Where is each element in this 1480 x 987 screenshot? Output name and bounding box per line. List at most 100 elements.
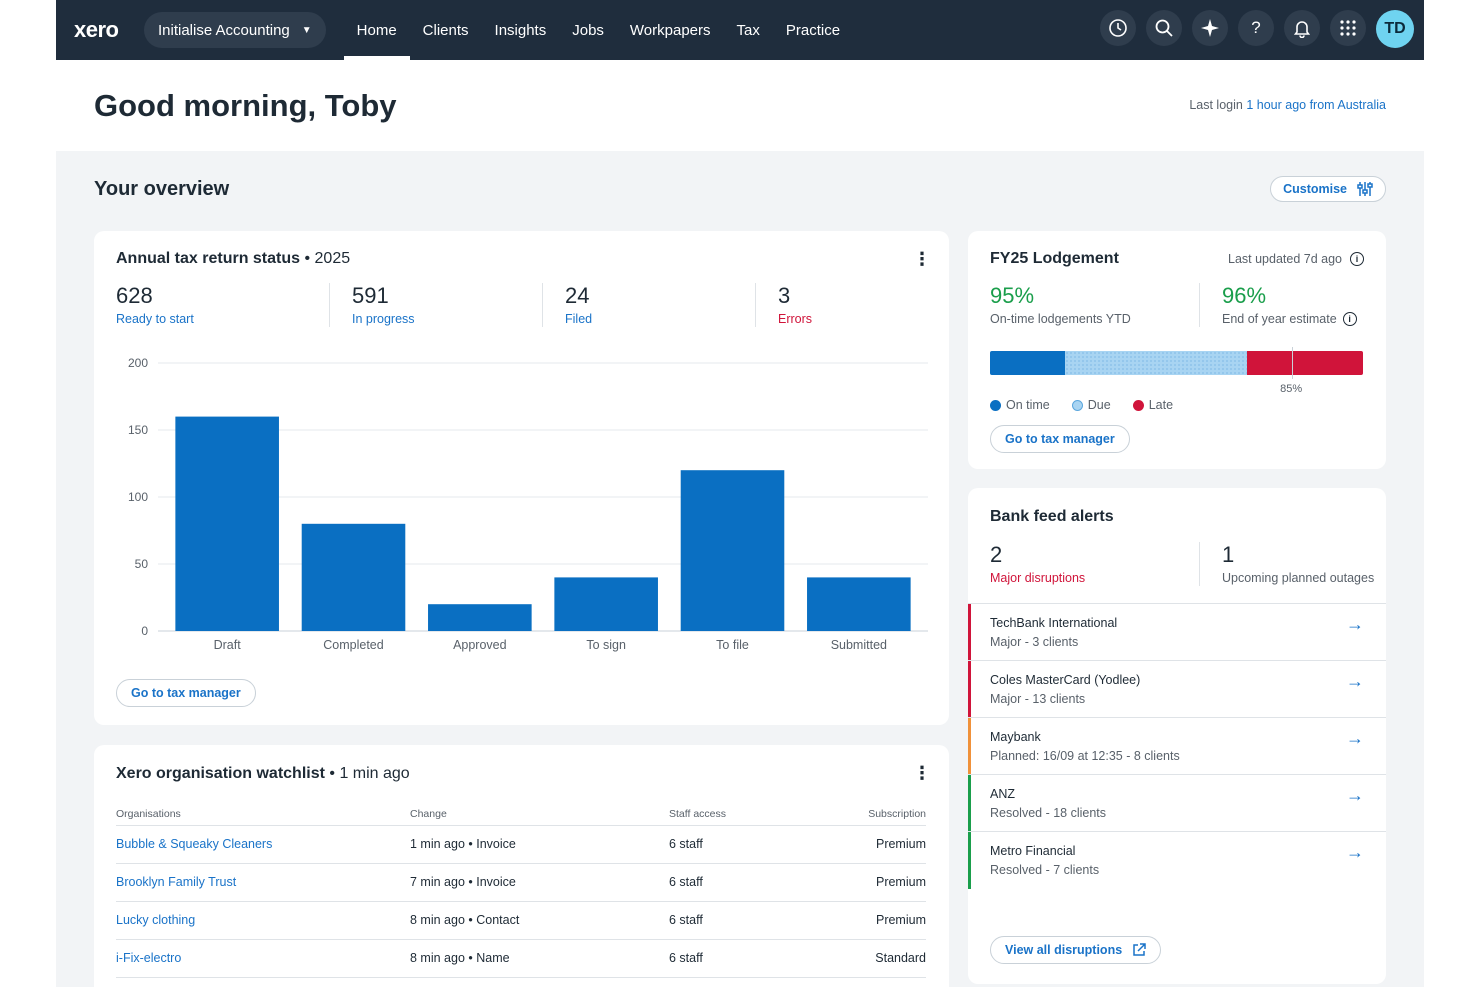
annual-more-icon[interactable]: ⋮ (913, 249, 931, 269)
col-change[interactable]: Change (410, 803, 669, 826)
legend-label: Due (1087, 398, 1111, 412)
list-item[interactable]: Maybank Planned: 16/09 at 12:35 - 8 clie… (968, 717, 1386, 775)
info-icon[interactable]: i (1342, 312, 1357, 326)
bar-draft[interactable] (175, 416, 279, 631)
bank-meta: Resolved - 18 clients (990, 806, 1107, 820)
col-subscription[interactable]: Subscription (809, 803, 926, 826)
list-item[interactable]: Coles MasterCard (Yodlee) Major - 13 cli… (968, 660, 1386, 718)
target-marker (1292, 347, 1294, 379)
tax-status-bar-chart: 0 50 100 150 200 Draft Completed Approved To sig… (128, 356, 928, 652)
bank-meta: Major - 13 clients (990, 692, 1086, 706)
bar-submitted[interactable] (807, 577, 911, 631)
tab-jobs[interactable]: Jobs (572, 21, 604, 39)
stat-planned-outages[interactable]: 1 Upcoming planned outages (1199, 542, 1408, 586)
x-tick-label: To file (716, 638, 749, 652)
change-cell: 1 min ago • Invoice (410, 825, 669, 864)
stat-label: Ready to start (116, 312, 194, 326)
overview-title: Your overview (94, 178, 230, 200)
x-tick-label: Draft (214, 638, 242, 652)
bar-to-sign[interactable] (554, 577, 658, 631)
severity-stripe (968, 718, 971, 775)
stat-label: Upcoming planned outages (1222, 571, 1375, 585)
col-organisations[interactable]: Organisations (116, 803, 410, 826)
bank-meta: Major - 3 clients (990, 635, 1079, 649)
y-tick-label: 150 (128, 423, 148, 437)
arrow-right-icon[interactable]: → (1346, 842, 1364, 862)
target-marker-label: 85% (1280, 383, 1303, 395)
annual-card-title: Annual tax return status • 2025 (116, 250, 350, 268)
lodgement-title: FY25 Lodgement (990, 250, 1119, 267)
go-to-tax-manager-button[interactable]: Go to tax manager (116, 679, 256, 707)
table-row: i-Fix-electro 8 min ago • Name 6 staff S… (116, 939, 926, 978)
arrow-right-icon[interactable]: → (1346, 728, 1364, 748)
bell-icon[interactable] (1284, 10, 1320, 46)
bank-name: Maybank (990, 730, 1041, 744)
kpi-on-time-ytd: 95% On-time lodgements YTD (990, 283, 1199, 327)
legend-label: Late (1148, 398, 1174, 412)
lodgement-updated: Last updated 7d ago i (1228, 252, 1364, 266)
kpi-value: 96% (1222, 283, 1267, 308)
bar-segment-due (1064, 351, 1248, 375)
lodgement-tax-manager-button[interactable]: Go to tax manager (990, 425, 1130, 453)
nav-actions: ? TD (1100, 10, 1414, 48)
col-staff-access[interactable]: Staff access (669, 803, 809, 826)
stat-in-progress[interactable]: 591 In progress (329, 283, 542, 327)
tab-insights[interactable]: Insights (494, 21, 547, 39)
table-row: Brooklyn Family Trust 7 min ago • Invoic… (116, 863, 926, 902)
last-login-link[interactable]: 1 hour ago from Australia (1246, 98, 1386, 112)
subscription-cell: Premium (809, 863, 926, 902)
stat-major-disruptions[interactable]: 2 Major disruptions (990, 542, 1199, 586)
watchlist-card: Xero organisation watchlist • 1 min ago … (94, 745, 949, 987)
stat-value: 3 (778, 283, 791, 308)
stat-value: 2 (990, 542, 1003, 567)
watchlist-card-title: Xero organisation watchlist • 1 min ago (116, 765, 410, 783)
apps-grid-icon[interactable] (1330, 10, 1366, 46)
x-tick-label: To sign (586, 638, 626, 652)
help-icon[interactable]: ? (1238, 10, 1274, 46)
customise-button[interactable]: Customise (1270, 176, 1386, 202)
y-tick-label: 200 (128, 356, 148, 370)
bank-meta: Resolved - 7 clients (990, 863, 1100, 877)
org-link[interactable]: Lucky clothing (116, 901, 410, 940)
change-cell: 8 min ago • Name (410, 939, 669, 978)
arrow-right-icon[interactable]: → (1346, 785, 1364, 805)
search-icon[interactable] (1146, 10, 1182, 46)
table-row: Bubble & Squeaky Cleaners 1 min ago • In… (116, 825, 926, 864)
stat-filed[interactable]: 24 Filed (542, 283, 755, 327)
tab-clients[interactable]: Clients (422, 21, 469, 39)
watchlist-more-icon[interactable]: ⋮ (913, 763, 931, 783)
tab-home[interactable]: Home (343, 0, 410, 60)
arrow-right-icon[interactable]: → (1346, 671, 1364, 691)
organisation-switcher[interactable]: Initialise Accounting ▼ (144, 12, 326, 48)
bank-name: Coles MasterCard (Yodlee) (990, 673, 1141, 687)
clock-icon[interactable] (1100, 10, 1136, 46)
bar-segment-on-time (990, 351, 1065, 375)
arrow-right-icon[interactable]: → (1346, 614, 1364, 634)
list-item[interactable]: Metro Financial Resolved - 7 clients → (968, 831, 1386, 889)
info-icon[interactable]: i (1350, 252, 1364, 266)
tab-workpapers[interactable]: Workpapers (629, 21, 711, 39)
user-avatar[interactable]: TD (1376, 10, 1414, 48)
staff-cell: 6 staff (669, 863, 809, 902)
tab-tax[interactable]: Tax (736, 21, 760, 39)
caret-down-icon: ▼ (301, 24, 312, 36)
legend-late: Late (1132, 398, 1174, 412)
org-link[interactable]: i-Fix-electro (116, 939, 410, 978)
organisation-name: Initialise Accounting (158, 21, 290, 39)
lodgement-updated-text: Last updated 7d ago (1228, 252, 1342, 266)
tab-practice[interactable]: Practice (785, 21, 841, 39)
bar-to-file[interactable] (680, 470, 785, 631)
bar-completed[interactable] (301, 523, 406, 631)
stat-ready-to-start[interactable]: 628 Ready to start (116, 283, 329, 327)
org-link[interactable]: Bubble & Squeaky Cleaners (116, 825, 410, 864)
org-link[interactable]: Brooklyn Family Trust (116, 863, 410, 902)
y-tick-label: 50 (135, 557, 149, 571)
xero-logo[interactable]: xero (74, 17, 119, 42)
list-item[interactable]: ANZ Resolved - 18 clients → (968, 774, 1386, 832)
sparkle-icon[interactable] (1192, 10, 1228, 46)
view-all-disruptions-button[interactable]: View all disruptions (990, 936, 1162, 964)
stat-errors[interactable]: 3 Errors (755, 283, 968, 327)
list-item[interactable]: TechBank International Major - 3 clients… (968, 603, 1386, 661)
bar-approved[interactable] (428, 604, 532, 631)
last-login: Last login 1 hour ago from Australia (1189, 98, 1386, 112)
